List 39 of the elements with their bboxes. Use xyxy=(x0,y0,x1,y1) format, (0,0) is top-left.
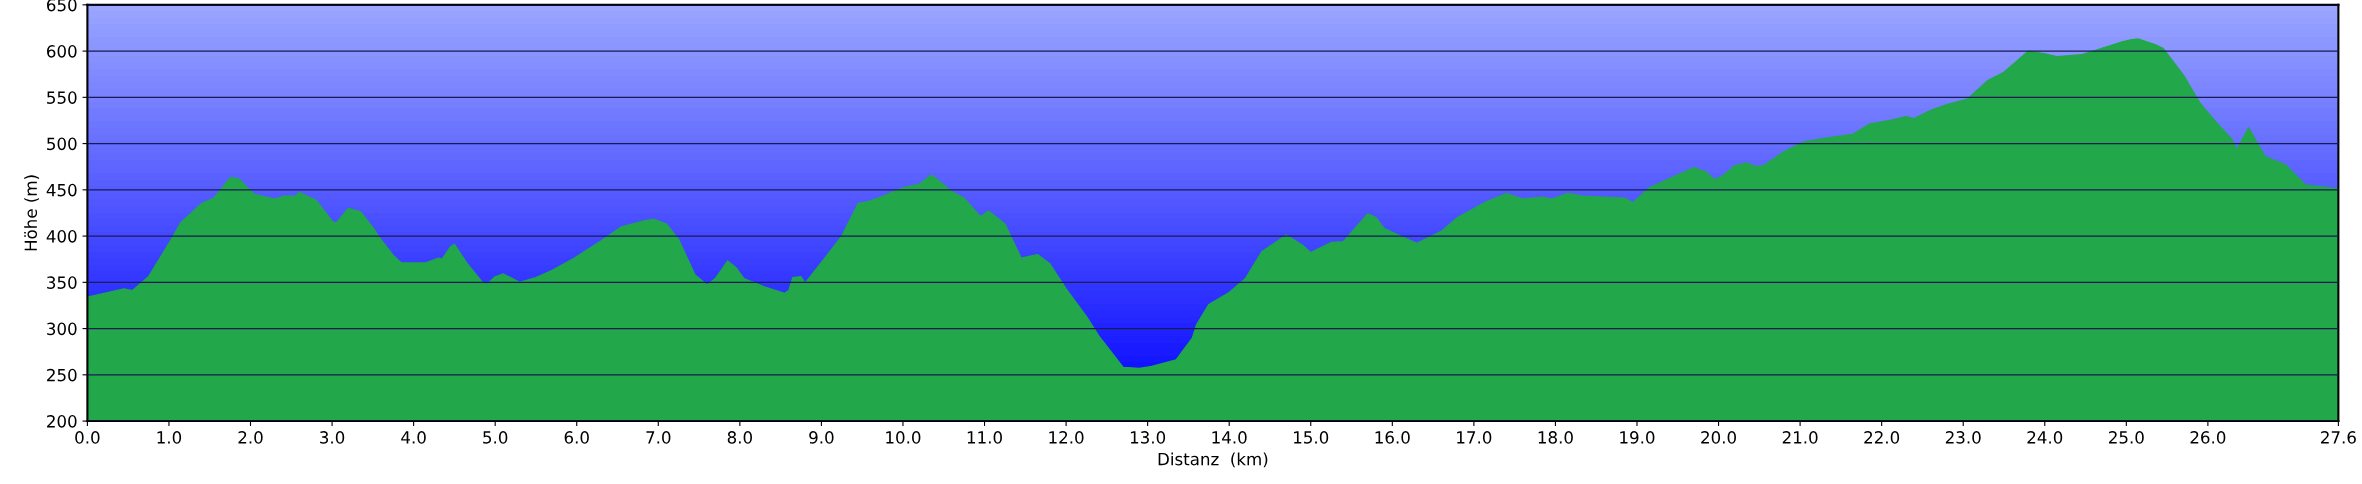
x-tick-label: 17.0 xyxy=(1457,431,1492,444)
x-tick-label: 16.0 xyxy=(1375,431,1410,444)
x-tick-label: 14.0 xyxy=(1212,431,1247,444)
x-tick-label: 23.0 xyxy=(1945,431,1981,444)
x-tick-label: 4.0 xyxy=(401,431,426,444)
x-tick-label: 13.0 xyxy=(1130,431,1166,444)
y-tick-label: 550 xyxy=(47,91,77,104)
x-tick-label: 21.0 xyxy=(1782,431,1818,444)
x-tick-label: 26.0 xyxy=(2190,431,2226,444)
x-tick-label: 1.0 xyxy=(157,431,182,444)
y-tick-label: 200 xyxy=(47,415,77,428)
x-tick-label: 20.0 xyxy=(1701,431,1736,444)
x-tick-label: 19.0 xyxy=(1620,431,1655,444)
x-tick-label: 15.0 xyxy=(1294,431,1329,444)
x-tick-label: 11.0 xyxy=(967,431,1002,444)
x-tick-label: 2.0 xyxy=(238,431,263,444)
y-tick-label: 350 xyxy=(47,276,77,289)
x-tick-label: 18.0 xyxy=(1538,431,1573,444)
x-tick-label: 24.0 xyxy=(2027,431,2063,444)
x-tick-label: 6.0 xyxy=(564,431,589,444)
y-axis-title: Höhe (m) xyxy=(24,175,40,251)
x-tick-label: 10.0 xyxy=(886,431,921,444)
y-tick-label: 250 xyxy=(47,368,77,382)
x-tick-label: 0.0 xyxy=(75,431,100,444)
x-tick-label: 8.0 xyxy=(727,431,752,444)
x-tick-label: 22.0 xyxy=(1864,431,1900,444)
x-tick-label: 12.0 xyxy=(1049,431,1084,444)
x-tick-label: 5.0 xyxy=(483,431,508,444)
y-tick-label: 500 xyxy=(47,137,77,151)
y-tick-label: 400 xyxy=(46,230,77,243)
x-axis-title: Distanz (km) xyxy=(1158,452,1268,468)
x-tick-label: 9.0 xyxy=(809,431,834,444)
y-tick-label: 450 xyxy=(46,183,77,197)
x-tick-label: 27.6 xyxy=(2321,431,2356,444)
x-tick-label: 25.0 xyxy=(2109,431,2144,444)
y-tick-label: 600 xyxy=(47,45,77,58)
x-tick-label: 3.0 xyxy=(320,431,345,444)
x-tick-label: 7.0 xyxy=(646,431,671,444)
y-tick-label: 300 xyxy=(47,322,77,336)
